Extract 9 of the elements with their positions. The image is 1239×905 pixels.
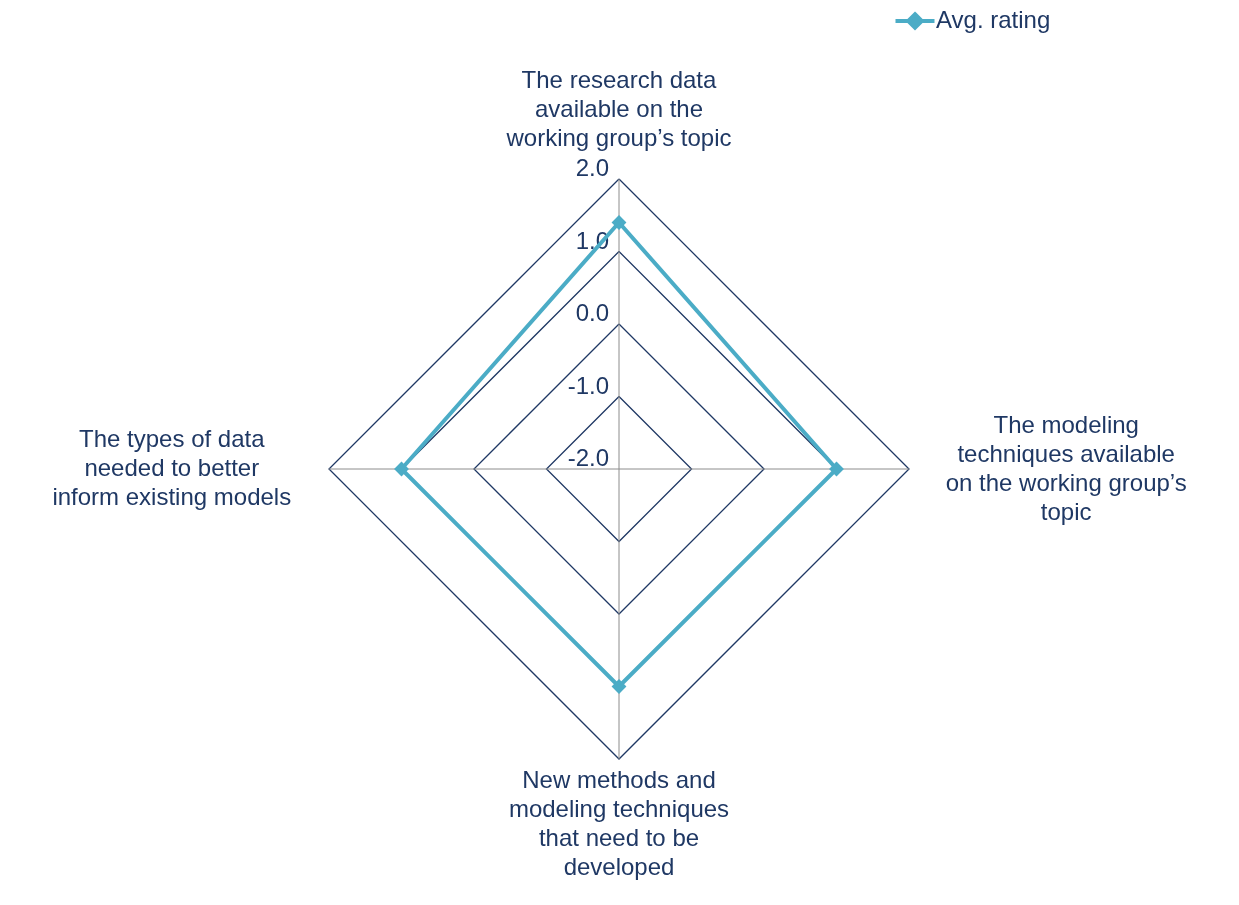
y-tick-label: 2.0	[575, 154, 609, 181]
y-tick-label: -1.0	[567, 371, 609, 399]
spoke-label: The types of data needed to better inform existing models	[52, 425, 292, 510]
spoke-label: The modeling techniques available on the working group’s topic	[945, 410, 1187, 525]
spoke-label: New methods and modeling techniques that need to be developed	[508, 766, 730, 880]
legend-label: Avg. rating	[936, 6, 1051, 33]
y-tick-label: 0.0	[575, 299, 609, 326]
y-tick-label: -2.0	[567, 444, 609, 471]
spoke-label: The research data available on the working group’s topic	[505, 66, 732, 151]
